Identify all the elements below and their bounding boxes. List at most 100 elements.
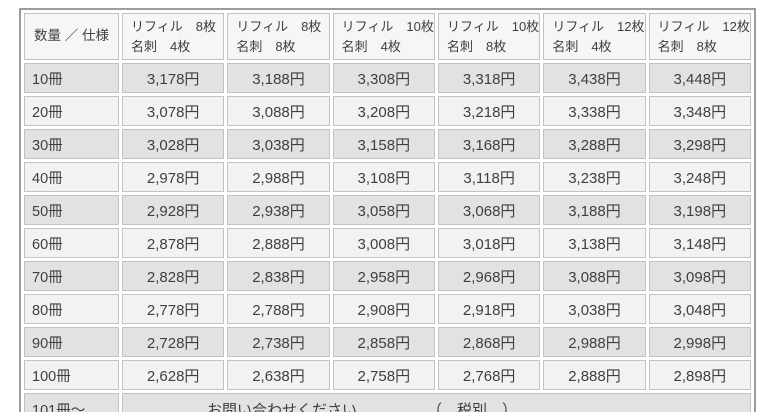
price-cell: 3,108円: [332, 162, 435, 192]
row-label: 100冊: [24, 360, 119, 390]
price-cell: 3,018円: [437, 228, 541, 258]
column-header-line1: リフィル 10枚: [341, 19, 434, 34]
price-cell: 3,298円: [648, 129, 751, 159]
price-cell: 2,638円: [227, 360, 330, 390]
price-cell: 3,148円: [648, 228, 751, 258]
price-cell: 3,038円: [543, 294, 646, 324]
price-table-header: 数量 ／ 仕様 リフィル 8枚 名刺 4枚 リフィル 8枚 名刺 8枚 リフィル…: [24, 13, 751, 60]
table-row: 70冊 2,828円 2,838円 2,958円 2,968円 3,088円 3…: [24, 261, 751, 291]
price-cell: 2,918円: [437, 294, 541, 324]
price-cell: 3,048円: [648, 294, 751, 324]
price-cell: 3,168円: [437, 129, 541, 159]
table-row: 100冊 2,628円 2,638円 2,758円 2,768円 2,888円 …: [24, 360, 751, 390]
price-cell: 3,088円: [543, 261, 646, 291]
price-cell: 2,758円: [332, 360, 435, 390]
column-header-refill12-card8: リフィル 12枚 名刺 8枚: [648, 13, 751, 60]
price-cell: 3,028円: [122, 129, 225, 159]
price-cell: 2,628円: [122, 360, 225, 390]
price-cell: 3,348円: [648, 96, 751, 126]
price-cell: 2,998円: [648, 327, 751, 357]
row-label: 30冊: [24, 129, 119, 159]
price-cell: 2,988円: [227, 162, 330, 192]
price-cell: 2,868円: [437, 327, 541, 357]
price-cell: 3,098円: [648, 261, 751, 291]
price-cell: 3,238円: [543, 162, 646, 192]
price-cell: 2,928円: [122, 195, 225, 225]
price-cell: 3,188円: [227, 63, 330, 93]
corner-header-quantity-spec: 数量 ／ 仕様: [24, 13, 119, 60]
column-header-refill12-card4: リフィル 12枚 名刺 4枚: [543, 13, 646, 60]
table-row: 60冊 2,878円 2,888円 3,008円 3,018円 3,138円 3…: [24, 228, 751, 258]
price-cell: 2,958円: [332, 261, 435, 291]
price-cell: 3,188円: [543, 195, 646, 225]
price-table-body: 10冊 3,178円 3,188円 3,308円 3,318円 3,438円 3…: [24, 63, 751, 412]
price-cell: 3,448円: [648, 63, 751, 93]
contact-us-message: お問い合わせください: [206, 401, 357, 412]
price-cell: 2,738円: [227, 327, 330, 357]
price-cell: 3,208円: [332, 96, 435, 126]
row-label-101-plus: 101冊～: [24, 393, 119, 412]
row-label: 60冊: [24, 228, 119, 258]
table-row: 30冊 3,028円 3,038円 3,158円 3,168円 3,288円 3…: [24, 129, 751, 159]
column-header-line1: リフィル 8枚: [131, 19, 216, 34]
column-header-refill10-card4: リフィル 10枚 名刺 4枚: [332, 13, 435, 60]
row-label: 40冊: [24, 162, 119, 192]
price-cell: 3,008円: [332, 228, 435, 258]
price-cell: 2,828円: [122, 261, 225, 291]
price-cell: 3,068円: [437, 195, 541, 225]
price-cell: 3,118円: [437, 162, 541, 192]
price-cell: 2,878円: [122, 228, 225, 258]
price-cell: 3,318円: [437, 63, 541, 93]
price-cell: 3,038円: [227, 129, 330, 159]
column-header-line2: 名刺 8枚: [446, 38, 507, 54]
price-cell: 2,858円: [332, 327, 435, 357]
table-row: 10冊 3,178円 3,188円 3,308円 3,318円 3,438円 3…: [24, 63, 751, 93]
price-cell: 2,888円: [543, 360, 646, 390]
table-row: 50冊 2,928円 2,938円 3,058円 3,068円 3,188円 3…: [24, 195, 751, 225]
column-header-line1: リフィル 12枚: [657, 19, 750, 34]
header-row: 数量 ／ 仕様 リフィル 8枚 名刺 4枚 リフィル 8枚 名刺 8枚 リフィル…: [24, 13, 751, 60]
row-label: 70冊: [24, 261, 119, 291]
column-header-line1: リフィル 12枚: [552, 19, 645, 34]
column-header-line2: 名刺 4枚: [131, 38, 191, 54]
contact-us-cell: お問い合わせください （ 税別 ）: [122, 393, 751, 412]
price-cell: 3,338円: [543, 96, 646, 126]
price-cell: 2,728円: [122, 327, 225, 357]
row-label: 80冊: [24, 294, 119, 324]
price-cell: 3,248円: [648, 162, 751, 192]
price-cell: 2,978円: [122, 162, 225, 192]
price-cell: 2,838円: [227, 261, 330, 291]
price-cell: 3,058円: [332, 195, 435, 225]
price-cell: 3,088円: [227, 96, 330, 126]
table-row: 20冊 3,078円 3,088円 3,208円 3,218円 3,338円 3…: [24, 96, 751, 126]
column-header-refill8-card8: リフィル 8枚 名刺 8枚: [227, 13, 330, 60]
table-row: 80冊 2,778円 2,788円 2,908円 2,918円 3,038円 3…: [24, 294, 751, 324]
price-table: 数量 ／ 仕様 リフィル 8枚 名刺 4枚 リフィル 8枚 名刺 8枚 リフィル…: [19, 8, 756, 412]
column-header-line2: 名刺 4枚: [552, 38, 612, 54]
price-cell: 3,288円: [543, 129, 646, 159]
table-row: 90冊 2,728円 2,738円 2,858円 2,868円 2,988円 2…: [24, 327, 751, 357]
column-header-refill8-card4: リフィル 8枚 名刺 4枚: [122, 13, 225, 60]
price-cell: 2,768円: [437, 360, 541, 390]
tax-excluded-note: （ 税別 ）: [427, 401, 518, 412]
column-header-line2: 名刺 4枚: [341, 38, 401, 54]
price-cell: 2,968円: [437, 261, 541, 291]
price-cell: 3,178円: [122, 63, 225, 93]
price-cell: 3,078円: [122, 96, 225, 126]
price-cell: 2,888円: [227, 228, 330, 258]
price-cell: 3,308円: [332, 63, 435, 93]
table-row: 40冊 2,978円 2,988円 3,108円 3,118円 3,238円 3…: [24, 162, 751, 192]
price-cell: 2,938円: [227, 195, 330, 225]
row-label: 10冊: [24, 63, 119, 93]
column-header-line1: リフィル 10枚: [446, 19, 540, 34]
price-cell: 2,788円: [227, 294, 330, 324]
row-label: 90冊: [24, 327, 119, 357]
price-cell: 2,898円: [648, 360, 751, 390]
price-cell: 2,778円: [122, 294, 225, 324]
price-cell: 2,908円: [332, 294, 435, 324]
column-header-line2: 名刺 8枚: [236, 38, 296, 54]
price-cell: 3,218円: [437, 96, 541, 126]
column-header-line1: リフィル 8枚: [236, 19, 322, 34]
price-cell: 3,438円: [543, 63, 646, 93]
